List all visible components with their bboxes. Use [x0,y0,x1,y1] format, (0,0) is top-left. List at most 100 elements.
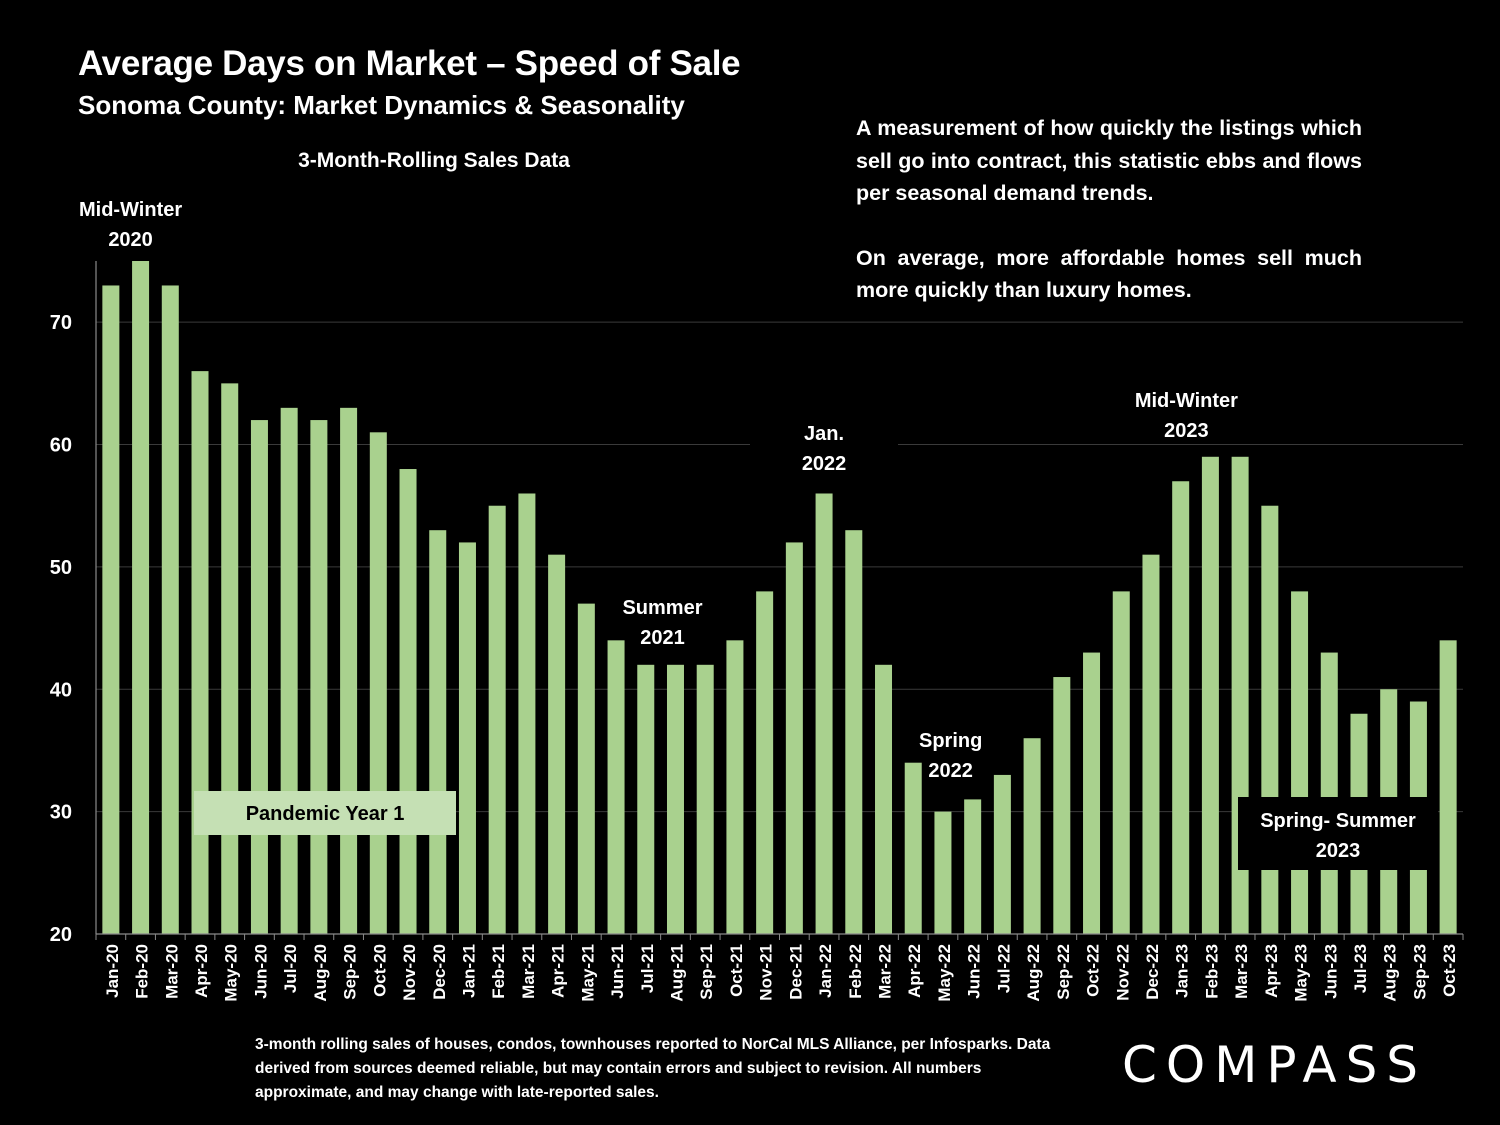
x-tick-label: Jun-23 [1321,944,1340,999]
spring-summer-label-text: Spring- Summer [1260,810,1416,832]
x-tick-label: Jun-22 [965,944,984,999]
x-tick-label: Nov-21 [757,944,776,1001]
x-tick-label: Aug-22 [1024,944,1043,1002]
x-tick-label: Apr-21 [549,944,568,998]
bar [369,432,387,934]
x-tick-label: Oct-23 [1440,944,1459,997]
bar [1320,652,1338,934]
bar [1172,481,1190,934]
x-tick-label: Apr-22 [905,944,924,998]
annotation-label: Spring [919,730,982,752]
bar [1201,456,1219,934]
x-tick-label: Feb-21 [489,944,508,999]
annotation-label: 2020 [108,229,153,251]
chart-title: 3-Month-Rolling Sales Data [298,149,570,172]
x-tick-label: Apr-20 [192,944,211,998]
bar [815,493,833,934]
annotation-label: Mid-Winter [1135,390,1238,412]
pandemic-label-box [194,791,456,835]
compass-logo: COMPASS [1122,1036,1428,1094]
bar [964,799,982,934]
x-tick-label: Jun-21 [608,944,627,999]
bar [607,640,625,934]
pandemic-label-text: Pandemic Year 1 [246,803,405,825]
bar [1439,640,1457,934]
bar [340,407,358,934]
x-tick-label: Feb-22 [846,944,865,999]
x-tick-label: Jul-22 [994,944,1013,993]
x-tick-label: Jan-22 [816,944,835,998]
bar [250,420,268,934]
bar [191,371,209,934]
x-tick-label: Mar-20 [162,944,181,999]
x-tick-label: May-23 [1292,944,1311,1002]
bar [221,383,239,934]
x-tick-label: Aug-21 [667,944,686,1002]
x-tick-label: Jul-23 [1351,944,1370,993]
bar [756,591,774,934]
x-tick-label: Jul-21 [638,944,657,993]
bar [132,261,150,934]
annotation-label: Jan. [804,423,844,445]
bar [904,762,922,934]
bar [1142,554,1160,934]
x-tick-label: Jun-20 [251,944,270,999]
x-tick-label: Aug-23 [1381,944,1400,1002]
bar [696,664,714,934]
y-tick-label: 70 [50,312,72,334]
x-tick-label: Sep-21 [697,944,716,1000]
bar [429,530,447,934]
y-tick-label: 30 [50,802,72,824]
annotation-label: 2022 [928,760,973,782]
y-tick-label: 40 [50,679,72,701]
x-tick-label: Dec-22 [1143,944,1162,1000]
y-tick-label: 60 [50,435,72,457]
x-tick-label: Jul-20 [281,944,300,993]
bar [458,542,476,934]
bar [785,542,803,934]
bar [1112,591,1130,934]
bar [518,493,536,934]
annotation-label: Summer [622,597,702,619]
x-tick-label: Feb-23 [1202,944,1221,999]
bar [488,505,506,934]
annotation-label: 2022 [802,453,847,475]
page-subtitle: Sonoma County: Market Dynamics & Seasona… [78,90,685,120]
bar [1053,677,1071,934]
x-tick-label: Sep-22 [1054,944,1073,1000]
x-tick-label: Oct-21 [727,944,746,997]
bar [1083,652,1101,934]
x-tick-label: Mar-23 [1232,944,1251,999]
x-tick-label: Sep-20 [341,944,360,1000]
bar [726,640,744,934]
bar [399,469,417,934]
spring-summer-label-box [1238,797,1438,870]
bar [637,664,655,934]
chart-description: A measurement of how quickly the listing… [856,112,1362,339]
bar [577,603,595,934]
bar [1023,738,1041,934]
annotation-backdrop [750,440,898,452]
x-tick-label: Oct-20 [370,944,389,997]
x-tick-label: May-20 [222,944,241,1002]
x-tick-label: Nov-20 [400,944,419,1001]
bar [161,285,179,934]
bar [102,285,120,934]
annotation-label: Mid-Winter [79,199,182,221]
x-tick-label: Feb-20 [133,944,152,999]
bar [280,407,298,934]
annotation-label: 2021 [640,627,685,649]
x-tick-label: Dec-21 [786,944,805,1000]
bar [310,420,328,934]
x-tick-label: Jan-20 [103,944,122,998]
y-tick-label: 20 [50,924,72,946]
x-tick-label: Aug-20 [311,944,330,1002]
bar [845,530,863,934]
annotation-label: 2023 [1164,420,1209,442]
spring-summer-label-text: 2023 [1316,840,1361,862]
description-paragraph-2: On average, more affordable homes sell m… [856,245,1362,303]
x-tick-label: Sep-23 [1410,944,1429,1000]
x-tick-label: May-22 [935,944,954,1002]
x-tick-label: Apr-23 [1262,944,1281,998]
